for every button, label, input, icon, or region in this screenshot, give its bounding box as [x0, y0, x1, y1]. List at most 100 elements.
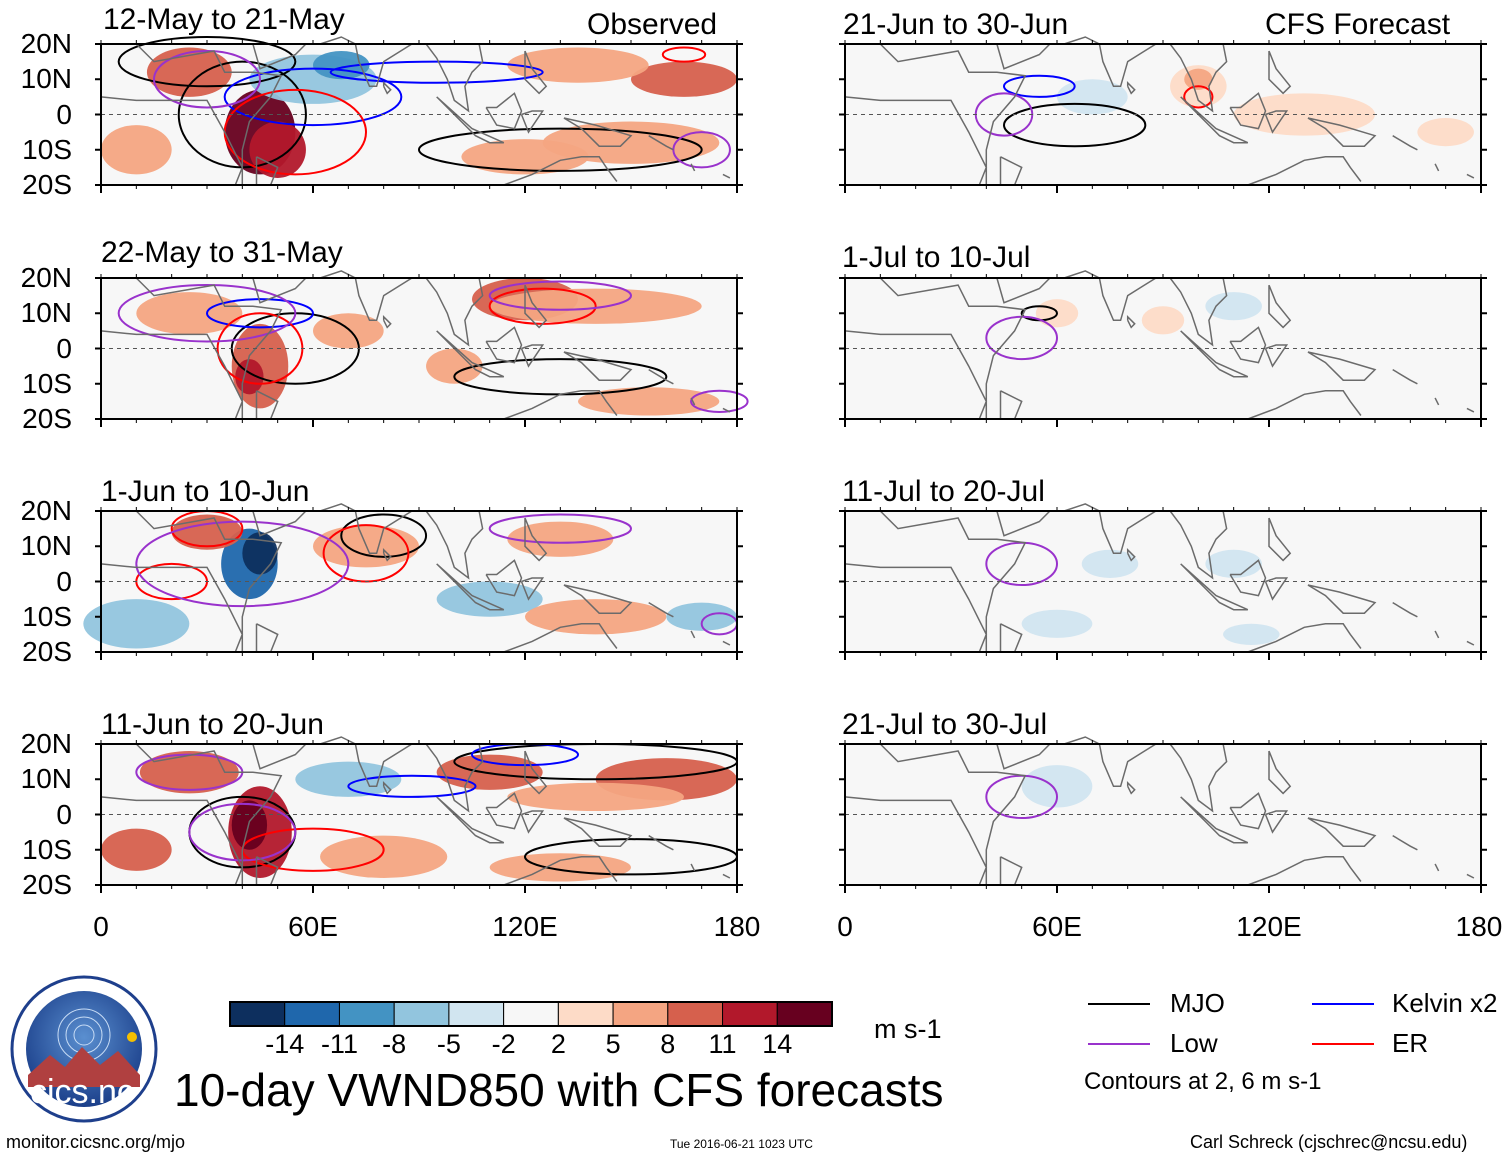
- colorbar-segment: [612, 1001, 669, 1027]
- colorbar-segment: [557, 1001, 614, 1027]
- colorbar-segment: [229, 1001, 286, 1027]
- anomaly-shade: [461, 139, 589, 175]
- anomaly-shade: [1021, 609, 1093, 638]
- coastline: [879, 510, 1027, 652]
- anomaly-shade: [507, 782, 684, 811]
- coastline: [1180, 330, 1249, 378]
- colorbar-tick-label: -14: [265, 1029, 305, 1059]
- legend-mjo-label: MJO: [1170, 988, 1225, 1018]
- legend-er-label: ER: [1392, 1028, 1429, 1058]
- coastline: [436, 330, 505, 378]
- wave-contour: [347, 774, 477, 798]
- lon-tick-left-120e: 120E: [492, 911, 558, 942]
- coastline: [648, 368, 674, 385]
- panel-left-1-label: 12-May to 21-May: [103, 3, 345, 36]
- coastline: [520, 110, 545, 134]
- coastline: [996, 43, 1051, 70]
- anomaly-shade: [631, 61, 737, 97]
- coastline: [1063, 736, 1157, 788]
- wave-contour: [329, 60, 544, 84]
- coastline: [524, 750, 548, 795]
- footer-timestamp: Tue 2016-06-21 1023 UTC: [670, 1137, 813, 1151]
- coastline: [382, 547, 392, 562]
- lat-tick-label: 0: [56, 798, 72, 830]
- coastline: [425, 743, 484, 813]
- coastline: [1264, 344, 1289, 368]
- coastline: [1392, 834, 1418, 851]
- lat-tick-label: 10S: [22, 367, 72, 399]
- wave-contour: [690, 389, 749, 413]
- anomaly-shade: [242, 532, 278, 575]
- coastline: [1247, 623, 1362, 653]
- coastline: [1180, 796, 1249, 844]
- lat-tick-label: 20N: [20, 28, 72, 59]
- coastline: [690, 630, 696, 639]
- coastline: [690, 397, 696, 406]
- colorbar-tick-label: 11: [708, 1029, 737, 1059]
- anomaly-shade: [101, 125, 172, 175]
- coastline: [1392, 135, 1418, 151]
- coastline: [1307, 817, 1377, 847]
- anomaly-shade: [489, 853, 631, 882]
- anomaly-shade: [578, 387, 720, 416]
- coastline: [382, 780, 392, 795]
- legend-low-line: [1088, 1043, 1150, 1045]
- coastline: [252, 510, 307, 537]
- colorbar-segment: [722, 1001, 778, 1027]
- wave-contour: [1003, 74, 1076, 98]
- lat-tick-label: 20N: [20, 495, 72, 526]
- colorbar-segment: [667, 1001, 724, 1027]
- map-panel-bg: [845, 44, 1481, 185]
- colorbar-units: m s-1: [874, 1014, 942, 1044]
- panel-right-1-label: 21-Jun to 30-Jun: [843, 8, 1069, 41]
- panel-left-4-label: 11-Jun to 20-Jun: [101, 708, 324, 741]
- coastline: [648, 601, 674, 618]
- wave-contour: [1002, 102, 1147, 148]
- anomaly-shade: [1057, 79, 1128, 115]
- coastline: [1229, 326, 1267, 364]
- coastline: [879, 743, 1027, 885]
- cics-logo-globe-icon: [10, 975, 158, 1123]
- wave-contour: [661, 46, 707, 63]
- lat-tick-label: 10S: [22, 133, 72, 165]
- coastline: [1264, 810, 1289, 834]
- coastline: [1392, 601, 1418, 618]
- anomaly-shade: [525, 599, 667, 635]
- coastline: [1169, 277, 1228, 347]
- footer-author: Carl Schreck (cjschrec@ncsu.edu): [1190, 1132, 1468, 1152]
- lat-tick-label: 10N: [20, 63, 72, 95]
- coastline: [690, 863, 696, 872]
- coastline: [879, 277, 1027, 419]
- coastline: [1268, 750, 1292, 795]
- colorbar-tick-label: -5: [436, 1029, 461, 1059]
- map-panel-bg: [845, 744, 1481, 885]
- coastline: [485, 92, 523, 130]
- colorbar-segment: [284, 1001, 340, 1027]
- coastline: [1063, 503, 1157, 555]
- colorbar-tick-label: 2: [550, 1029, 566, 1059]
- coastline: [503, 390, 618, 420]
- coastline: [1247, 856, 1362, 886]
- coastline: [648, 834, 674, 851]
- colorbar-segment: [393, 1001, 450, 1027]
- coastline: [425, 277, 484, 347]
- anomaly-shade: [1021, 765, 1093, 808]
- coastline: [252, 743, 307, 770]
- colorbar-segment: [776, 1001, 833, 1027]
- coastline: [524, 50, 548, 95]
- lat-tick-label: 10N: [20, 297, 72, 329]
- coastline: [485, 559, 523, 597]
- coastline: [1169, 43, 1228, 113]
- coastline: [1392, 368, 1418, 385]
- coastline: [1466, 640, 1475, 646]
- coastline: [722, 407, 731, 413]
- coastline: [1264, 110, 1289, 134]
- logo-text: cics.nc: [30, 1073, 134, 1111]
- main-title: 10-day VWND850 with CFS forecasts: [174, 1064, 944, 1116]
- coastline: [1434, 163, 1440, 172]
- coastline: [996, 743, 1051, 770]
- coastline: [996, 510, 1051, 537]
- anomaly-shade: [1184, 68, 1213, 90]
- coastline: [1466, 173, 1475, 179]
